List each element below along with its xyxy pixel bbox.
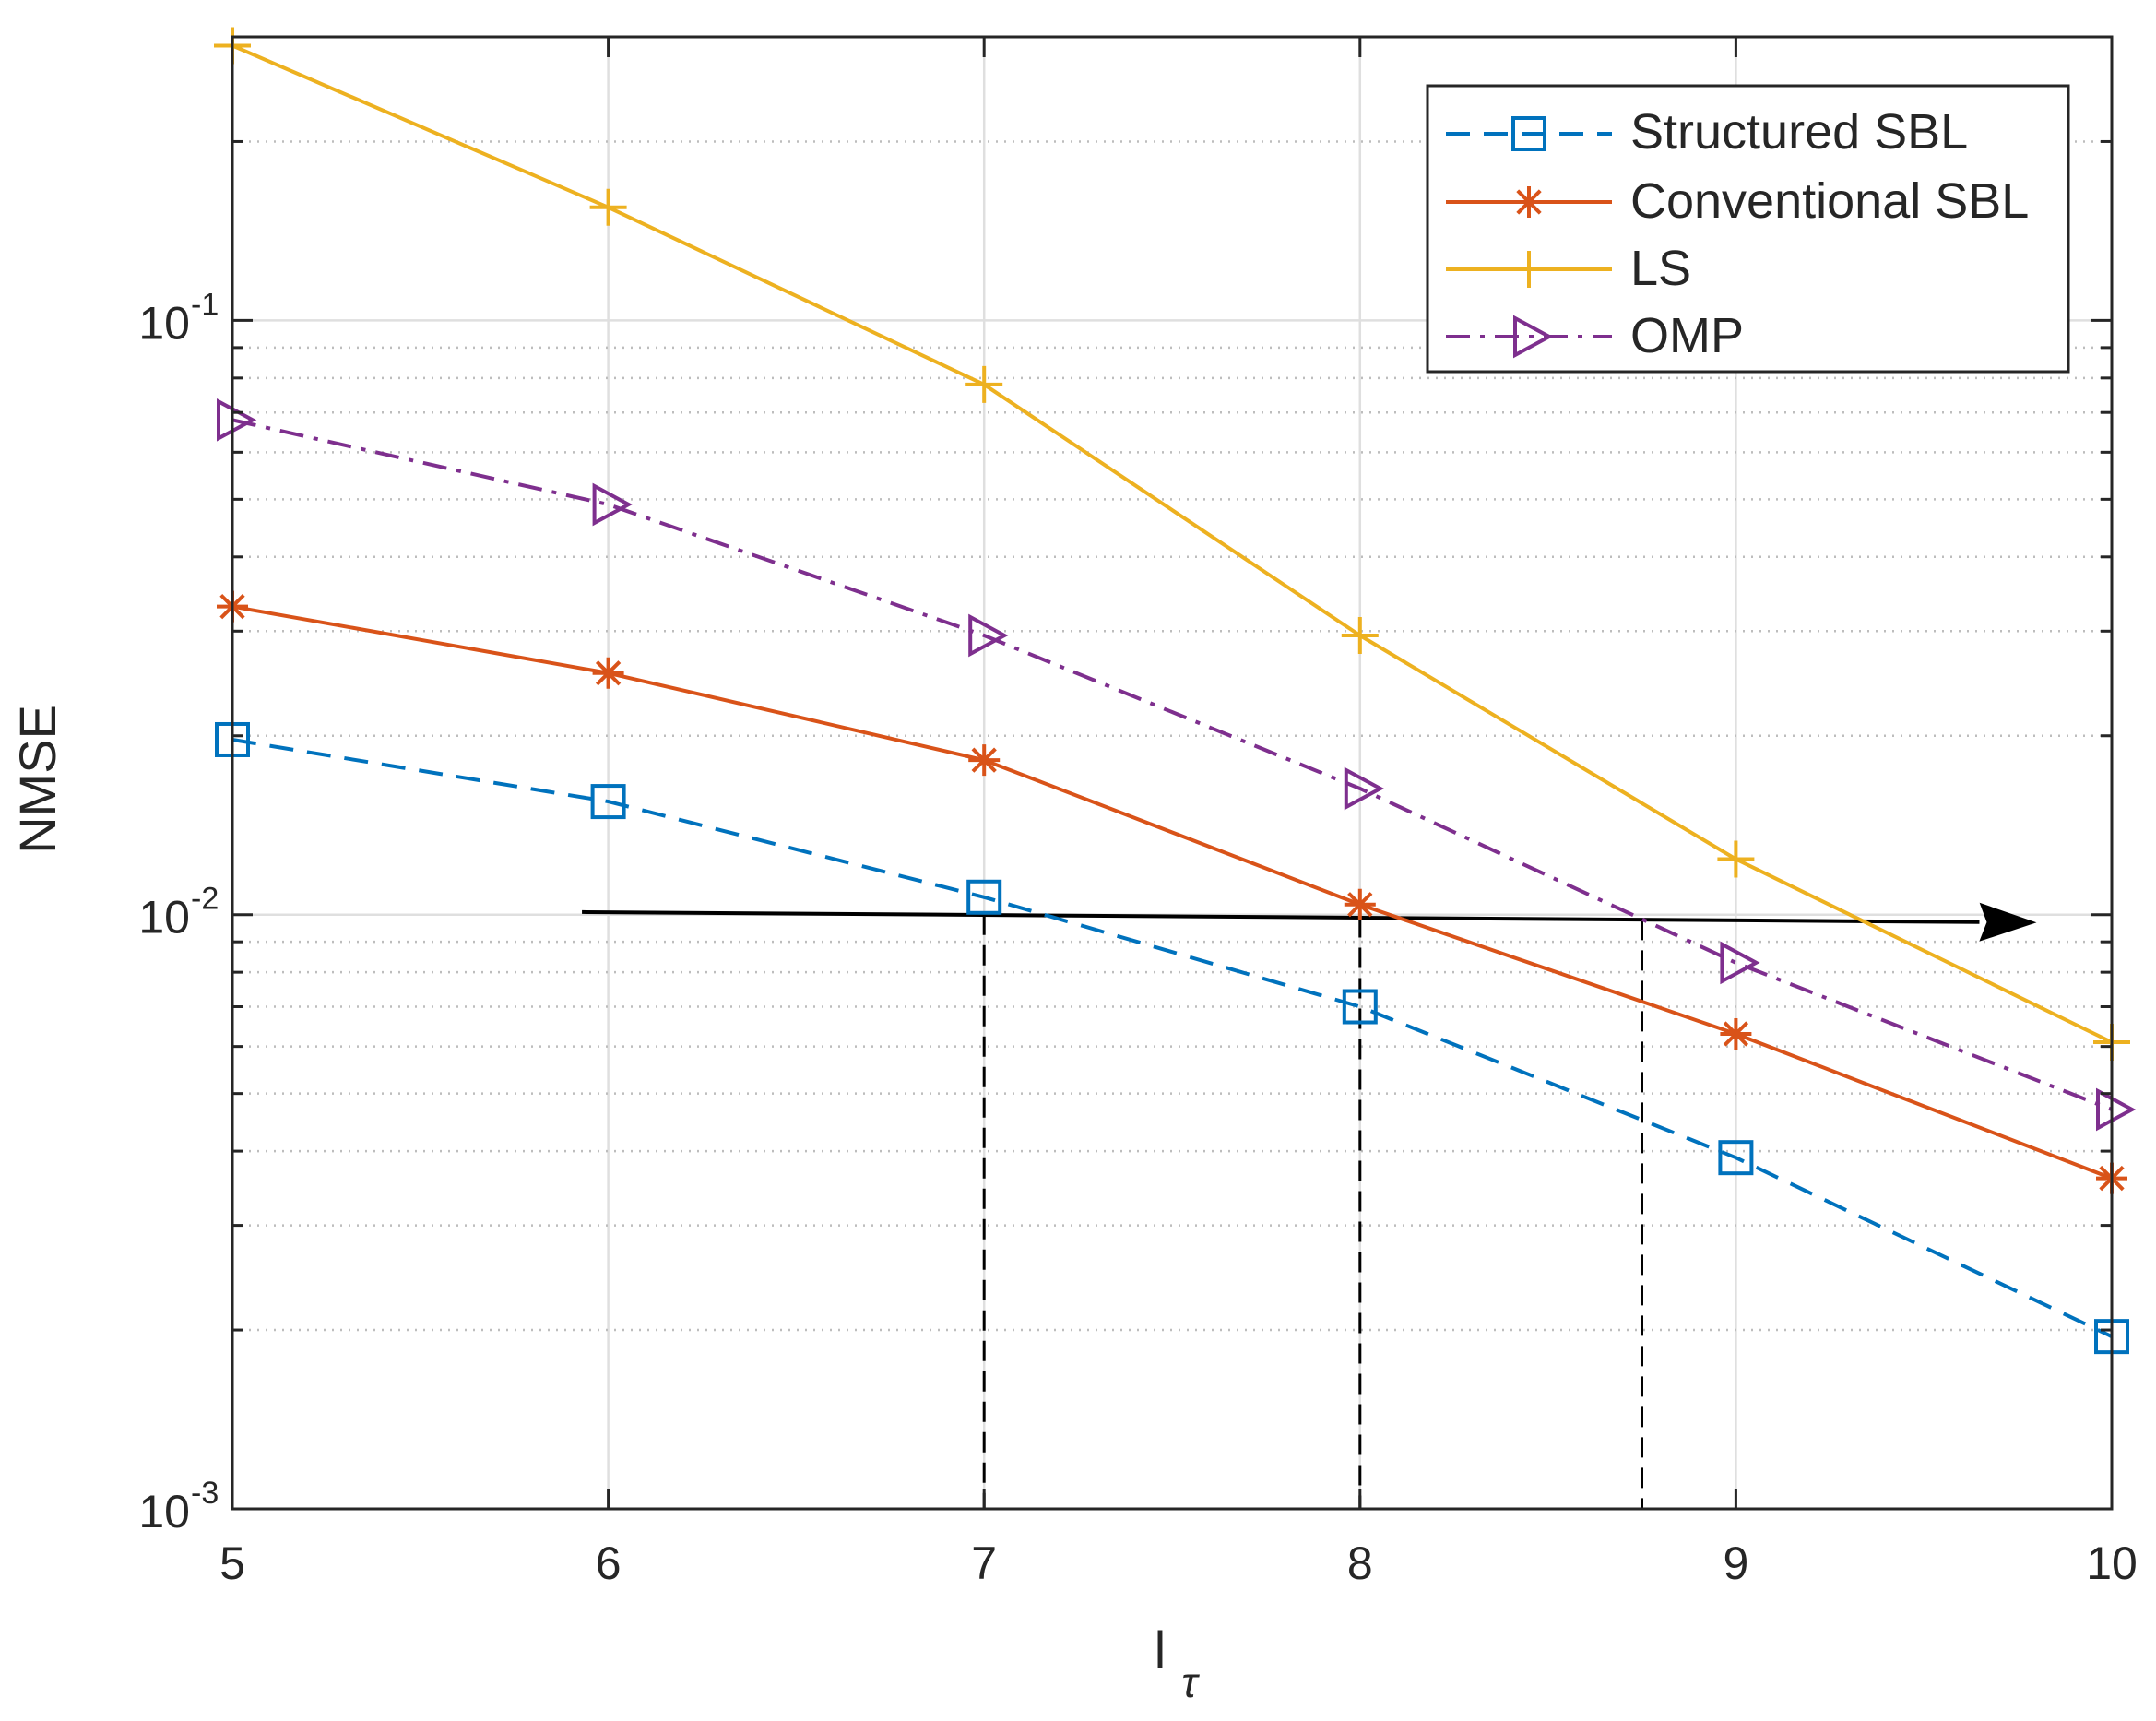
series-ls [214,27,2130,1062]
x-axis-label-subscript: τ [1181,1658,1200,1706]
data-point-omp-5 [217,398,257,442]
y-tick-label: 10 -1 [138,287,219,349]
x-tick-label-10: 10 [2086,1537,2138,1589]
x-axis-label-main: l [1155,1620,1166,1679]
legend-marker-omp [1513,315,1554,359]
x-tick-label-9: 9 [1723,1537,1748,1589]
y-tick-label-base: 10 [138,297,190,349]
legend-label-omp: OMP [1630,308,1744,363]
series-line-ls [231,43,2113,1044]
data-point-omp-6 [592,482,633,527]
data-point-ls-7 [965,365,1003,403]
series-line-omp [231,418,2113,1111]
legend: Structured SBL Conventional SBL LS OMP [1426,84,2070,374]
legend-marker-structured-sbl [1511,116,1546,151]
data-point-structured-sbl-7 [966,879,1002,915]
arrow-head [1979,902,2037,942]
x-tick-label-6: 6 [596,1537,622,1589]
series-line-structured-sbl [231,738,2113,1338]
legend-label-ls: LS [1630,241,1691,296]
axes [231,35,2114,1511]
data-point-structured-sbl-6 [590,784,626,820]
y-tick-label: 10 -2 [138,882,219,944]
x-tick-label-8: 8 [1347,1537,1373,1589]
arrow-shaft [582,909,1980,924]
data-point-conventional-sbl-9 [1720,1017,1752,1050]
data-point-omp-10 [2096,1087,2137,1132]
y-tick-label: 10 -3 [138,1476,219,1537]
x-axis-label: l τ [1155,1620,1201,1706]
legend-samples [1446,116,1612,359]
data-point-conventional-sbl-6 [592,657,624,689]
data-point-ls-6 [589,188,627,226]
annotations [582,902,2037,1509]
x-tick-label-5: 5 [219,1537,245,1589]
data-point-conventional-sbl-7 [968,744,1001,777]
y-tick-label-base: 10 [138,1486,190,1537]
data-point-ls-8 [1341,616,1379,654]
data-point-structured-sbl-9 [1718,1140,1754,1176]
series-line-conventional-sbl [231,604,2113,1181]
legend-marker-conventional-sbl [1513,186,1545,218]
legend-marker-ls [1510,251,1547,288]
y-tick-label-exponent: -3 [191,1476,219,1511]
y-axis-label: NMSE [8,705,66,854]
data-point-omp-9 [1720,941,1760,985]
data-point-structured-sbl-8 [1342,989,1378,1025]
data-point-omp-7 [968,613,1009,658]
legend-label-conventional-sbl: Conventional SBL [1630,173,2029,229]
series-omp [217,398,2137,1132]
y-tick-label-exponent: -1 [191,287,219,322]
y-tick-label-base: 10 [138,892,190,944]
data-point-ls-9 [1717,840,1755,878]
data-point-omp-8 [1344,766,1385,811]
legend-label-structured-sbl: Structured SBL [1630,104,1968,160]
y-tick-label-exponent: -2 [191,882,219,917]
grid [231,35,2114,1511]
x-tick-label-7: 7 [971,1537,997,1589]
plot-area-frame [231,35,2114,1511]
data-point-conventional-sbl-8 [1344,888,1376,920]
